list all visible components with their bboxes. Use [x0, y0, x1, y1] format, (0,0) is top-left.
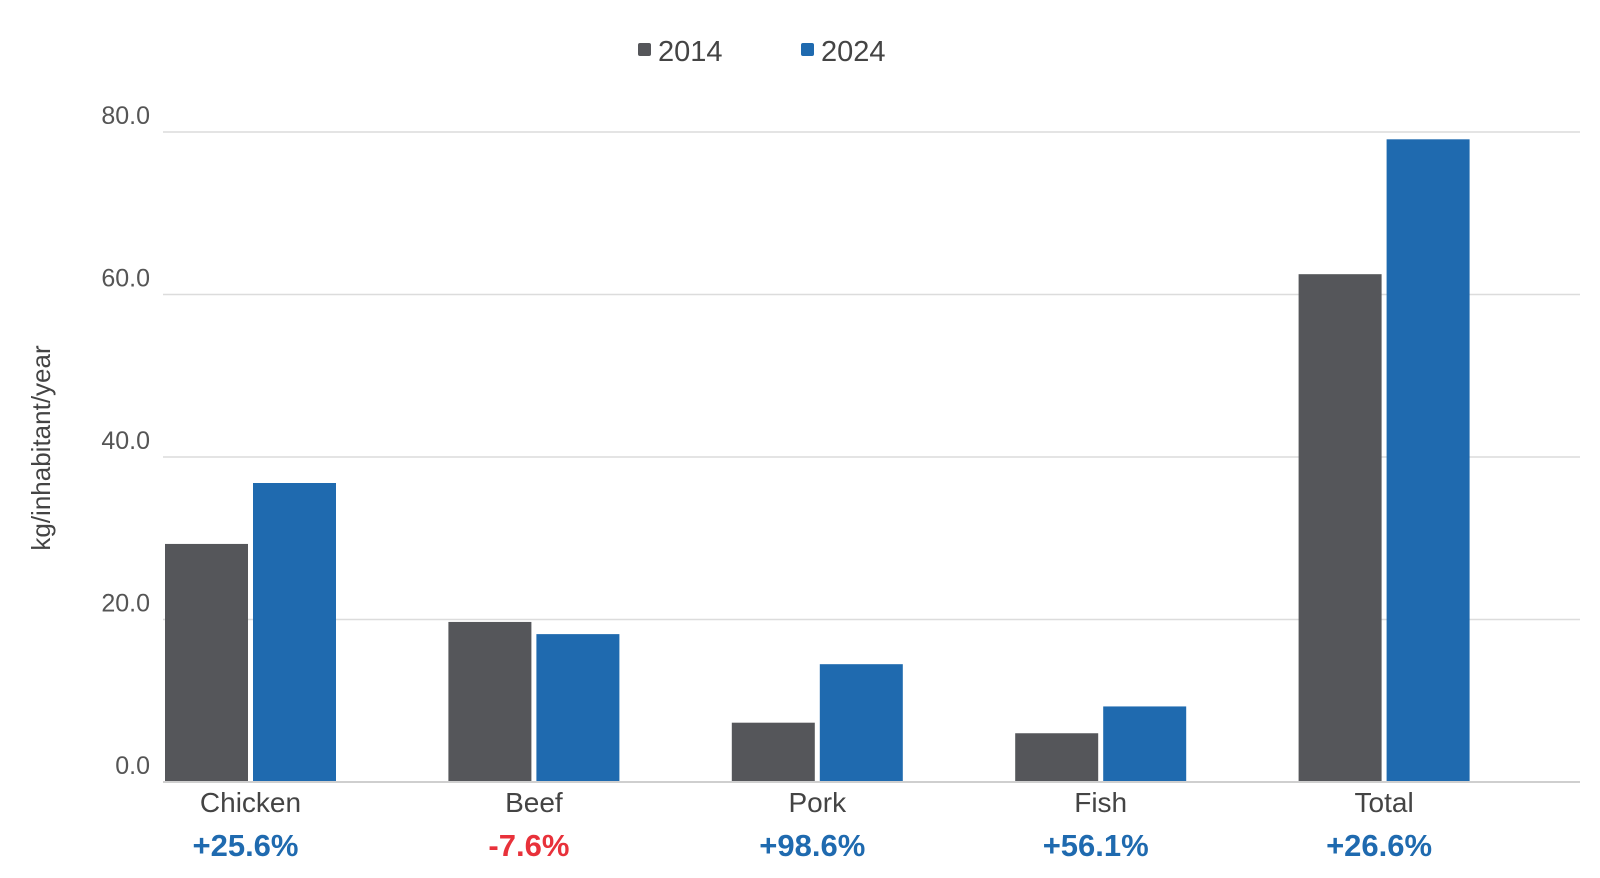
- bar-chicken-2014: [165, 543, 248, 782]
- y-tick-label: 0.0: [115, 752, 150, 780]
- category-label: Pork: [789, 787, 848, 818]
- category-label: Chicken: [200, 787, 301, 818]
- y-tick-label: 60.0: [101, 265, 150, 293]
- bar-total-2014: [1298, 274, 1382, 782]
- y-tick-label: 20.0: [101, 590, 150, 618]
- legend-label: 2024: [821, 36, 886, 68]
- legend: 2014 2024: [638, 36, 886, 68]
- y-tick-label: 80.0: [101, 102, 150, 130]
- change-label: +56.1%: [1043, 828, 1149, 863]
- y-axis-ticks: 0.0 20.0 40.0 60.0 80.0: [101, 102, 150, 780]
- bar-beef-2014: [448, 621, 532, 782]
- bar-fish-2024: [1103, 706, 1187, 782]
- bar-chicken-2024: [253, 483, 336, 782]
- bar-pork-2024: [819, 664, 903, 782]
- legend-swatch: [638, 43, 651, 56]
- category-label: Beef: [505, 787, 563, 818]
- category-label: Total: [1355, 787, 1414, 818]
- y-tick-label: 40.0: [101, 427, 150, 455]
- change-label: -7.6%: [488, 828, 569, 863]
- bar-beef-2024: [536, 634, 620, 782]
- category-labels: Chicken Beef Pork Fish Total: [200, 787, 1414, 818]
- legend-label: 2014: [658, 36, 723, 68]
- change-label: +26.6%: [1326, 828, 1432, 863]
- bar-pork-2014: [731, 722, 815, 782]
- change-label: +25.6%: [192, 828, 298, 863]
- change-annotations: +25.6% -7.6% +98.6% +56.1% +26.6%: [192, 828, 1432, 863]
- bar-total-2024: [1386, 139, 1470, 782]
- bar-fish-2014: [1015, 733, 1099, 782]
- change-label: +98.6%: [759, 828, 865, 863]
- legend-swatch: [801, 43, 814, 56]
- y-axis-title: kg/inhabitant/year: [26, 345, 56, 551]
- bars: [165, 139, 1470, 782]
- category-label: Fish: [1074, 787, 1127, 818]
